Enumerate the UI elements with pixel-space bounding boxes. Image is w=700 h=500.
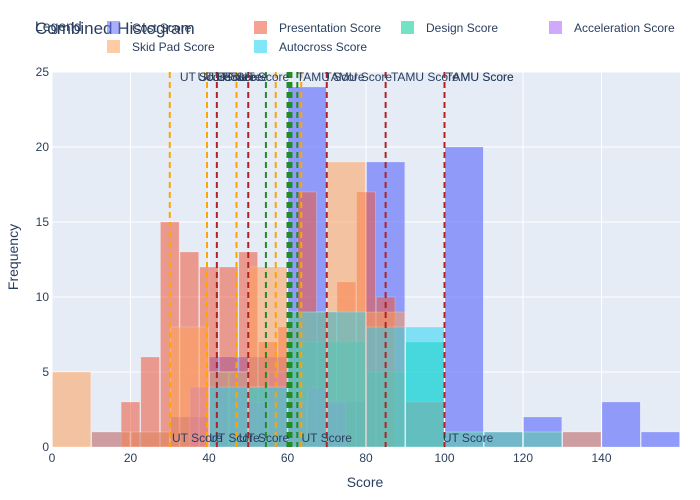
score-annotation: UT Score — [172, 431, 223, 445]
y-axis-title: Frequency — [5, 224, 21, 290]
legend-swatch — [401, 21, 414, 34]
legend-swatch — [107, 21, 120, 34]
histogram-bar — [52, 371, 91, 448]
score-annotation: TAMU Score — [297, 70, 365, 84]
histogram-bar — [170, 326, 209, 448]
legend-label: Cost Score — [132, 21, 192, 35]
score-annotation: UT Score — [180, 70, 231, 84]
legend-item[interactable]: Acceleration Score — [549, 21, 675, 35]
legend-label: Acceleration Score — [574, 21, 675, 35]
legend-swatch — [549, 21, 562, 34]
legend-item[interactable]: Presentation Score — [254, 21, 381, 35]
histogram-bar — [562, 431, 602, 448]
x-tick-label: 60 — [281, 451, 295, 465]
score-annotation: TAMU Score — [324, 70, 392, 84]
legend-swatch — [254, 40, 267, 53]
legend[interactable]: Cost Score Presentation Score Design Score… — [107, 21, 675, 54]
histogram-bar — [523, 431, 562, 448]
histogram-bar — [327, 311, 366, 448]
y-tick-label: 15 — [36, 215, 50, 229]
legend-label: Autocross Score — [279, 40, 367, 54]
x-tick-label: 0 — [49, 451, 56, 465]
score-annotation: UT Score — [443, 431, 494, 445]
score-annotation: TAMU Score — [446, 70, 514, 84]
axis-ticks: 0 20 40 60 80 100 120 140 0 5 10 15 20 25 — [36, 65, 612, 465]
legend-item[interactable]: Design Score — [401, 21, 498, 35]
x-tick-label: 140 — [591, 451, 611, 465]
histogram-bar — [444, 146, 484, 448]
x-tick-label: 100 — [434, 451, 454, 465]
histogram-bar — [248, 386, 288, 448]
legend-item[interactable]: Cost Score — [107, 21, 192, 35]
histogram-bar — [130, 431, 170, 448]
legend-label: Skid Pad Score — [132, 40, 215, 54]
legend-item[interactable]: Skid Pad Score — [107, 40, 215, 54]
score-annotation: UT Score — [209, 431, 260, 445]
score-annotation: UT Score — [239, 70, 290, 84]
y-tick-label: 20 — [36, 140, 50, 154]
histogram-bar — [444, 431, 484, 448]
score-annotation: UT Score — [217, 70, 268, 84]
score-annotation: TAMU Score — [446, 70, 514, 84]
score-annotation: UT Score — [205, 70, 256, 84]
legend-swatch — [254, 21, 267, 34]
y-tick-label: 25 — [36, 65, 50, 79]
score-annotation: TAMU Score — [391, 70, 459, 84]
score-annotation: UT Score — [211, 70, 262, 84]
y-tick-label: 5 — [42, 365, 49, 379]
score-annotation: UT Score — [198, 70, 249, 84]
score-annotation: UT Score — [302, 431, 353, 445]
y-tick-label: 10 — [36, 290, 50, 304]
legend-label: Presentation Score — [279, 21, 381, 35]
legend-title: Legend — [35, 18, 82, 34]
histogram-bar — [91, 431, 131, 448]
x-tick-label: 20 — [124, 451, 138, 465]
reference-lines — [168, 72, 446, 447]
score-annotation: UT Score — [239, 431, 290, 445]
histogram-bar — [484, 431, 523, 448]
x-axis-title: Score — [347, 474, 384, 490]
x-tick-label: 120 — [513, 451, 533, 465]
legend-item[interactable]: Autocross Score — [254, 40, 367, 54]
x-tick-label: 80 — [359, 451, 373, 465]
histogram-bar — [405, 326, 445, 448]
histogram-bar — [601, 401, 641, 448]
legend-label: Design Score — [426, 21, 498, 35]
x-tick-label: 40 — [202, 451, 216, 465]
histogram-bar — [641, 431, 680, 448]
histogram-bar — [287, 311, 327, 448]
y-tick-label: 0 — [42, 440, 49, 454]
legend-swatch — [107, 40, 120, 53]
